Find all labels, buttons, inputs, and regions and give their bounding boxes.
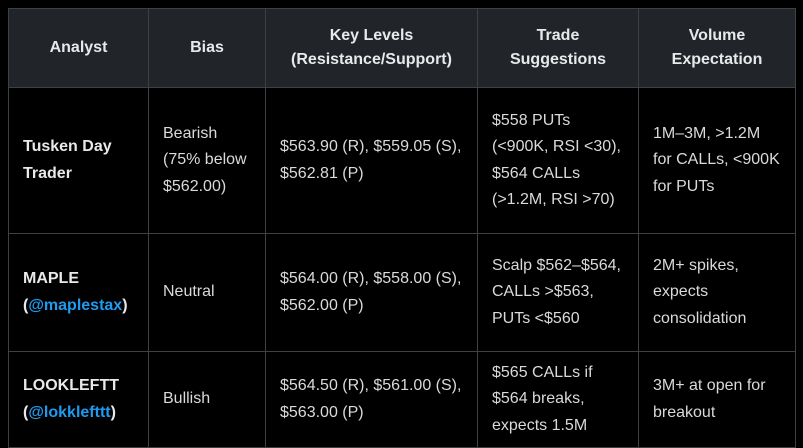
analyst-handle-link[interactable]: @maplestax — [28, 296, 123, 314]
trade-suggestions-cell: $558 PUTs (<900K, RSI <30), $564 CALLs (… — [477, 87, 639, 234]
table-row: MAPLE (@maplestax) Neutral $564.00 (R), … — [8, 233, 796, 352]
key-levels-cell: $563.90 (R), $559.05 (S), $562.81 (P) — [265, 87, 478, 234]
bias-cell: Neutral — [148, 233, 266, 352]
bias-cell: Bullish — [148, 350, 266, 448]
col-header-volume-expectation: Volume Expectation — [638, 8, 796, 88]
analyst-name: Tusken Day Trader — [23, 138, 112, 182]
trade-suggestions-cell: Scalp $562–$564, CALLs >$563, PUTs <$560 — [477, 233, 639, 352]
analyst-name: LOOKLEFTT ( — [23, 377, 119, 421]
table-row: LOOKLEFTT (@lokklefttt) Bullish $564.50 … — [8, 350, 796, 448]
volume-expectation-cell: 3M+ at open for breakout — [638, 350, 796, 448]
col-header-bias: Bias — [148, 8, 266, 88]
col-header-analyst: Analyst — [8, 8, 149, 88]
analyst-handle-link[interactable]: @lokklefttt — [28, 403, 111, 421]
analyst-cell: MAPLE (@maplestax) — [8, 233, 149, 352]
volume-expectation-cell: 1M–3M, >1.2M for CALLs, <900K for PUTs — [638, 87, 796, 234]
analyst-name-close-paren: ) — [110, 403, 116, 421]
analyst-cell: LOOKLEFTT (@lokklefttt) — [8, 350, 149, 448]
key-levels-cell: $564.50 (R), $561.00 (S), $563.00 (P) — [265, 350, 478, 448]
col-header-trade-suggestions: Trade Suggestions — [477, 8, 639, 88]
analyst-comparison-table: Analyst Bias Key Levels (Resistance/Supp… — [8, 8, 796, 448]
volume-expectation-cell: 2M+ spikes, expects consolidation — [638, 233, 796, 352]
header-row: Analyst Bias Key Levels (Resistance/Supp… — [8, 8, 796, 88]
trade-suggestions-cell: $565 CALLs if $564 breaks, expects 1.5M — [477, 350, 639, 448]
col-header-key-levels: Key Levels (Resistance/Support) — [265, 8, 478, 88]
key-levels-cell: $564.00 (R), $558.00 (S), $562.00 (P) — [265, 233, 478, 352]
bias-cell: Bearish (75% below $562.00) — [148, 87, 266, 234]
analyst-name: MAPLE ( — [23, 270, 79, 314]
analyst-name-close-paren: ) — [122, 296, 128, 314]
table-row: Tusken Day Trader Bearish (75% below $56… — [8, 87, 796, 234]
analyst-cell: Tusken Day Trader — [8, 87, 149, 234]
